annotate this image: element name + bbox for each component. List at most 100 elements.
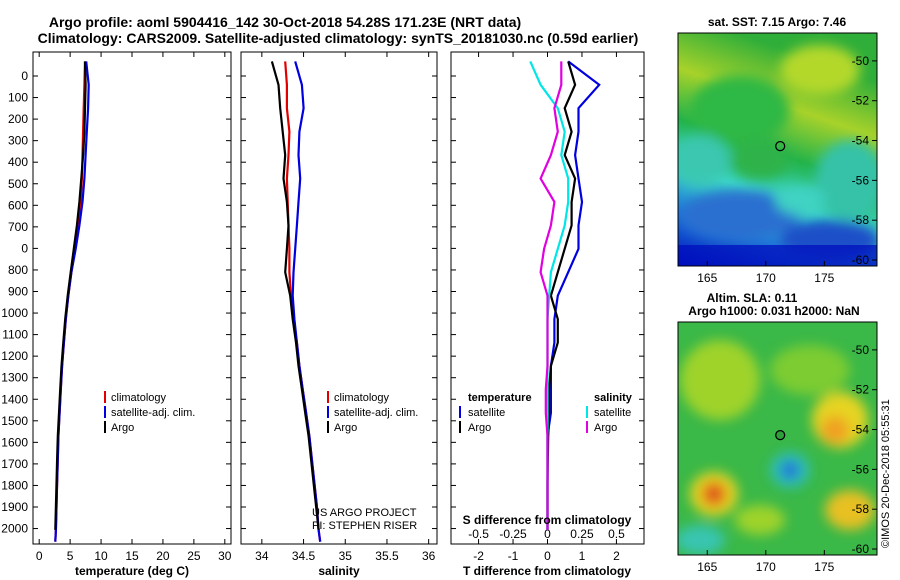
temperature-legend: climatology satellite-adj. clim. Argo: [104, 391, 195, 434]
series-line-argo: [54, 61, 87, 530]
sla-map-title-line-2: Argo h1000: 0.031 h2000: NaN: [688, 304, 859, 318]
legend-swatch-argo: [327, 421, 329, 433]
legend-label-s-argo: Argo: [594, 422, 617, 434]
argo-position-marker: [775, 140, 786, 152]
t-difference-axis-label: T difference from climatology: [463, 564, 631, 578]
depth-tick-label: 500: [8, 177, 28, 191]
depth-tick-label: 200: [8, 112, 28, 126]
x-tick-label: 15: [125, 549, 139, 563]
salinity-plot-frame: [240, 51, 438, 545]
series-line-t-argo: [546, 61, 577, 530]
x-tick-label: 36: [422, 549, 436, 563]
x-tick-label: 10: [94, 549, 108, 563]
sla-map-axes: 165 170 175 -50 -52 -54 -56 -58 -60: [697, 343, 877, 574]
x-tick-label: 0: [544, 549, 551, 563]
lon-tick-label: 170: [756, 560, 776, 574]
lat-tick-label: -58: [852, 502, 870, 516]
top-x-tick-label: 0: [544, 527, 551, 541]
legend-swatch-climatology: [327, 391, 329, 403]
legend-swatch-satellite: [327, 406, 329, 418]
depth-tick-label: 300: [8, 134, 28, 148]
legend-swatch-s-argo: [586, 421, 588, 433]
top-x-tick-label: 0.25: [570, 527, 594, 541]
sla-map-frame: [677, 321, 878, 556]
lat-tick-label: -56: [852, 462, 870, 476]
legend-label-satellite: satellite-adj. clim.: [111, 407, 195, 419]
legend-label-climatology: climatology: [111, 392, 167, 404]
s-difference-axis-label: S difference from climatology: [463, 513, 632, 527]
credit-pi: PI: STEPHEN RISER: [312, 520, 417, 532]
top-x-tick-label: 0.5: [608, 527, 625, 541]
depth-tick-label: 600: [8, 198, 28, 212]
depth-tick-label: 0: [21, 69, 28, 83]
depth-tick-label: 800: [8, 263, 28, 277]
series-line-s-satellite: [529, 60, 570, 530]
sst-map-frame: [677, 32, 878, 267]
legend-swatch-argo: [104, 421, 106, 433]
sla-map-image: [678, 322, 877, 555]
x-tick-label: 5: [67, 549, 74, 563]
x-tick-label: 2: [613, 549, 620, 563]
lat-tick-label: -60: [852, 253, 870, 267]
lon-tick-label: 170: [756, 271, 776, 285]
temperature-axis-label: temperature (deg C): [75, 564, 189, 578]
legend-swatch-t-argo: [459, 421, 461, 433]
salinity-axis-label: salinity: [318, 564, 360, 578]
difference-profile-plot: -0.5 -0.25 0 0.25 0.5 -2 -1 0 1 2: [468, 52, 625, 563]
x-tick-label: 1: [579, 549, 586, 563]
series-line-argo: [270, 61, 320, 531]
legend-label-satellite: satellite-adj. clim.: [334, 407, 418, 419]
depth-tick-label: 1100: [2, 328, 28, 342]
x-tick-label: 34: [255, 549, 269, 563]
legend-label-t-satellite: satellite: [468, 407, 505, 419]
sst-map-axes: 165 170 175 -50 -52 -54 -56 -58 -60: [697, 54, 877, 285]
title-line-2: Climatology: CARS2009. Satellite-adjuste…: [38, 30, 639, 46]
depth-tick-label: 0: [21, 241, 28, 255]
depth-tick-label: 1500: [1, 414, 28, 428]
sla-map-title-line-1: Altim. SLA: 0.11: [707, 291, 798, 305]
legend-label-argo: Argo: [334, 422, 357, 434]
legend-label-s-satellite: satellite: [594, 407, 631, 419]
lat-tick-label: -52: [852, 94, 870, 108]
x-tick-label: 35: [339, 549, 353, 563]
lon-tick-label: 165: [697, 560, 717, 574]
depth-tick-label: 1400: [1, 392, 28, 406]
legend-title-salinity: salinity: [594, 392, 633, 404]
depth-tick-label: 1600: [1, 435, 28, 449]
x-tick-label: 0: [36, 549, 43, 563]
series-line-climatology: [54, 61, 87, 542]
legend-label-t-argo: Argo: [468, 422, 491, 434]
lat-tick-label: -60: [852, 542, 870, 556]
series-line-t-satellite: [546, 60, 601, 530]
credit-project: US ARGO PROJECT: [312, 507, 417, 519]
x-tick-label: 30: [218, 549, 232, 563]
lat-tick-label: -50: [852, 54, 870, 68]
argo-position-marker: [775, 429, 786, 441]
temperature-plot-frame: [32, 51, 232, 545]
series-line-satellite-adj-clim-: [291, 61, 322, 542]
x-tick-label: 25: [187, 549, 201, 563]
legend-swatch-s-satellite: [586, 406, 588, 418]
top-x-tick-label: -0.25: [499, 527, 527, 541]
legend-swatch-t-satellite: [459, 406, 461, 418]
temperature-profile-plot: 0 5 10 15 20 25 30: [36, 52, 232, 563]
x-tick-label: -2: [473, 549, 484, 563]
legend-swatch-climatology: [104, 391, 106, 403]
salinity-legend: climatology satellite-adj. clim. Argo: [327, 391, 418, 434]
legend-swatch-satellite: [104, 406, 106, 418]
x-tick-label: 34.5: [292, 549, 316, 563]
lat-tick-label: -50: [852, 343, 870, 357]
depth-tick-label: 100: [8, 91, 28, 105]
depth-tick-label: 2000: [1, 522, 28, 536]
sst-map-title: sat. SST: 7.15 Argo: 7.46: [708, 15, 847, 29]
lon-tick-label: 175: [814, 271, 834, 285]
salinity-profile-plot: 34 34.5 35 35.5 36: [255, 52, 436, 563]
lat-tick-label: -54: [852, 134, 870, 148]
title-line-1: Argo profile: aoml 5904416_142 30-Oct-20…: [49, 14, 521, 30]
depth-axis: 0 100 200 300 400 500 600 700 0 800 900 1000 1100 120…: [1, 69, 644, 536]
sst-map-image: [678, 33, 877, 266]
lon-tick-label: 175: [814, 560, 834, 574]
depth-tick-label: 400: [8, 155, 28, 169]
difference-legend: temperature satellite Argo salinity sate…: [459, 392, 633, 434]
